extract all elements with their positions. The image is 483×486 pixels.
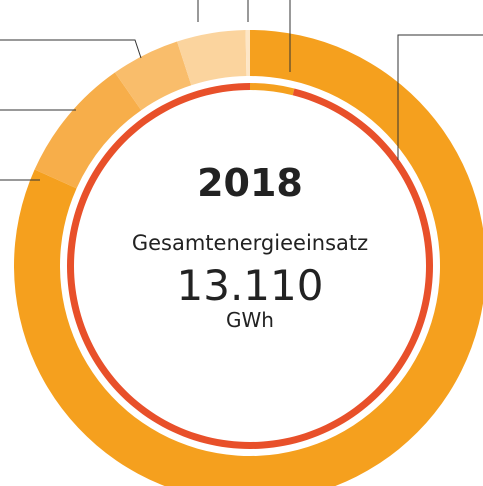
donut-segment	[34, 72, 142, 189]
leader-line	[0, 39, 142, 59]
donut	[14, 30, 483, 486]
donut-segment	[250, 83, 295, 96]
chart-subtitle: Gesamtenergieeinsatz	[132, 231, 368, 255]
donut-segment	[245, 30, 250, 77]
donut-segment	[114, 41, 192, 111]
donut-segment	[177, 30, 247, 86]
unit: GWh	[226, 308, 274, 332]
chart-title: 2018	[197, 161, 303, 205]
total-value: 13.110	[177, 261, 324, 310]
leader-line	[397, 34, 483, 160]
